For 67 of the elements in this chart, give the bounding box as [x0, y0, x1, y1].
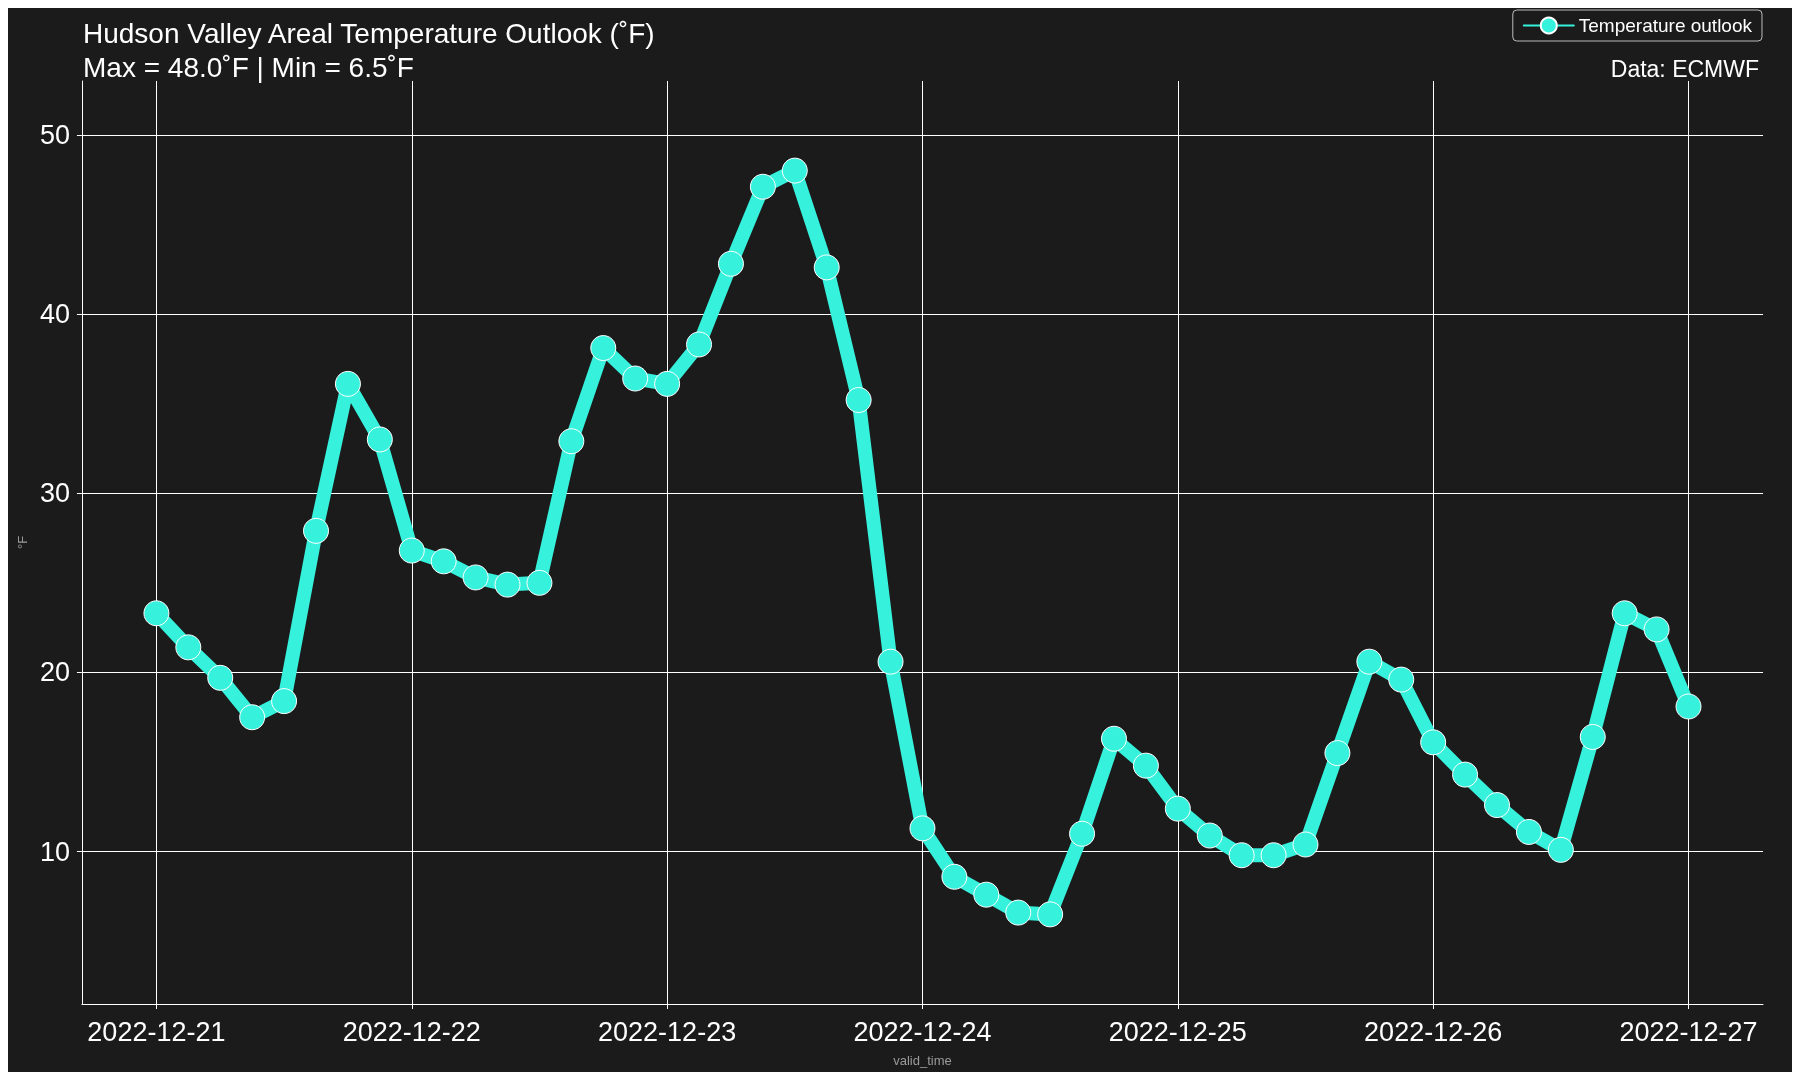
point: [558, 428, 585, 455]
point: [239, 704, 266, 731]
point: [1547, 836, 1574, 863]
y-axis-title: °F: [15, 535, 30, 550]
chart-subtitle: Max = 48.0˚F | Min = 6.5˚F: [83, 51, 414, 83]
point: [1132, 752, 1159, 779]
x-axis-title: valid_time: [893, 1053, 952, 1068]
point: [941, 863, 968, 890]
y-tick-label: 40: [39, 298, 70, 329]
point: [1515, 818, 1542, 845]
point: [271, 688, 298, 715]
point: [175, 634, 202, 661]
point: [1037, 901, 1064, 928]
point: [1228, 842, 1255, 869]
point: [494, 571, 521, 598]
x-tick-label: 2022-12-21: [87, 1016, 226, 1047]
x-tick-label: 2022-12-27: [1619, 1016, 1758, 1047]
x-tick-label: 2022-12-26: [1364, 1016, 1503, 1047]
point: [1611, 600, 1638, 627]
point: [1005, 899, 1032, 926]
chart-title: Hudson Valley Areal Temperature Outlook (˚F): [83, 17, 655, 49]
point: [1069, 820, 1096, 847]
point: [1675, 693, 1702, 720]
y-tick-label: 20: [39, 657, 70, 688]
point: [1452, 761, 1479, 788]
point: [334, 370, 361, 397]
point: [781, 157, 808, 184]
point: [845, 387, 872, 414]
point: [1324, 740, 1351, 767]
point: [526, 569, 553, 596]
point: [973, 881, 1000, 908]
point: [207, 664, 234, 691]
text: Data: ECMWF: [1610, 55, 1759, 82]
point: [654, 370, 681, 397]
y-tick-label: 10: [39, 836, 70, 867]
point: [366, 426, 393, 453]
point: [1420, 729, 1447, 756]
point: [430, 548, 457, 575]
point: [813, 254, 840, 281]
legend-label: Temperature outlook: [1578, 15, 1753, 36]
point: [1292, 831, 1319, 858]
point: [1643, 616, 1670, 643]
point: [1484, 792, 1511, 819]
point: [1101, 725, 1127, 752]
point: [909, 815, 936, 842]
y-tick-label: 50: [39, 119, 70, 150]
point: [622, 365, 649, 392]
point: [1196, 822, 1223, 849]
point: [398, 537, 425, 564]
point: [143, 600, 170, 627]
point: [462, 564, 489, 591]
point: [1260, 842, 1287, 869]
point: [877, 648, 904, 675]
x-tick-label: 2022-12-24: [853, 1016, 992, 1047]
point: [686, 331, 713, 358]
x-tick-label: 2022-12-25: [1108, 1016, 1247, 1047]
point: [303, 517, 329, 544]
point: [1356, 648, 1383, 675]
x-tick-label: 2022-12-23: [598, 1016, 737, 1047]
point: [1164, 795, 1191, 822]
point: [1579, 723, 1606, 750]
y-tick-label: 30: [39, 478, 70, 509]
point: [749, 173, 776, 200]
point: [1388, 666, 1415, 693]
point: [590, 335, 617, 362]
point: [717, 250, 744, 277]
x-tick-label: 2022-12-22: [342, 1016, 481, 1047]
